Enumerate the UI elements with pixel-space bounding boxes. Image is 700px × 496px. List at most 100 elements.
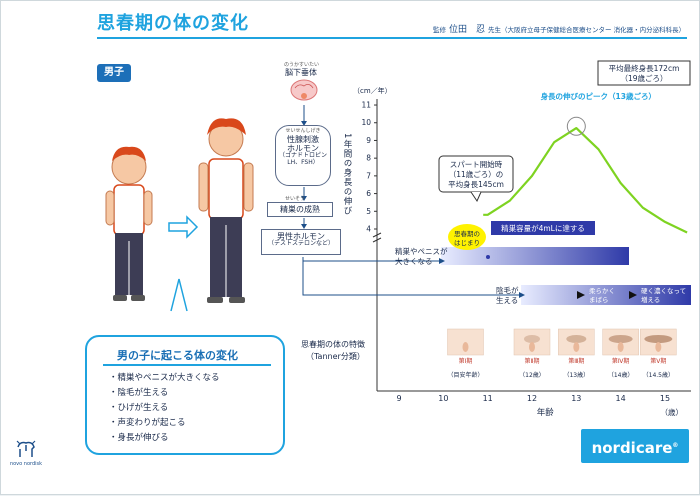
change-item: ひげが生える: [109, 401, 220, 416]
puberty-line2: はじまり: [454, 239, 480, 247]
header-rule: [97, 37, 687, 39]
tanner-hair-shading: [523, 335, 540, 343]
y-tick-label: 9: [366, 136, 371, 145]
flow-connectors: [301, 105, 307, 229]
x-tick-label: 14: [616, 394, 626, 403]
chart-curve: [483, 116, 688, 234]
tanner-stage-label: 第Ⅱ期: [525, 357, 540, 365]
genital-growth-bar: [441, 247, 629, 265]
adolescent-boy-figure: [198, 118, 254, 303]
supervisor-title: 先生（大阪府立母子保健総合医療センター 消化器・内分泌科科長）: [488, 26, 686, 34]
male-hormone-line1: 男性ホルモン: [277, 232, 325, 241]
gender-tag: 男子: [97, 64, 131, 82]
puberty-start-circle: [448, 224, 486, 250]
y-tick-label: 11: [361, 101, 371, 110]
tanner-figure-shape: [573, 342, 580, 352]
x-axis-label: 年齢: [537, 407, 555, 418]
axis-break-icon: [372, 232, 382, 243]
tanner-age-label: （12歳）: [519, 371, 545, 379]
gonadotropin-line3: （ゴナドトロピン: [278, 152, 327, 160]
tanner-figure-shape: [462, 342, 469, 352]
growth-curve: [483, 127, 688, 234]
change-item: 精巣やペニスが大きくなる: [109, 371, 220, 386]
pubic-bar-label-line1: 陰毛が: [496, 285, 519, 295]
y-tick-label: 5: [366, 207, 371, 216]
tanner-stage-label: 第Ⅳ期: [612, 357, 630, 365]
change-item: 声変わりが起こる: [109, 416, 220, 431]
tanner-age-label: （目安年齢）: [447, 371, 483, 379]
spurt-line1: スパート開始時: [450, 159, 503, 169]
boys-illustration: [105, 118, 254, 312]
tanner-stage-label: 第Ⅰ期: [459, 357, 473, 365]
tanner-age-label: （14.5歳）: [643, 371, 674, 379]
y-tick-label: 6: [366, 189, 371, 198]
change-item: 身長が伸びる: [109, 431, 220, 446]
bubble-pointer: [170, 278, 188, 312]
gonadotropin-line2: ホルモン: [287, 143, 319, 153]
x-axis-unit: （歳）: [661, 407, 684, 417]
arrow-head-icon: [439, 258, 445, 264]
male-hormone-box: 男性ホルモン （テストステロンなど）: [261, 229, 341, 255]
chart-axes: [372, 99, 691, 392]
genital-bar-label-line2: 大きくなる: [395, 256, 433, 266]
stage-arrow-icon: [577, 291, 585, 299]
page-title: 思春期の体の変化: [97, 13, 249, 34]
pubic-step2-line1: 柔らかく: [589, 286, 615, 295]
testis-ruby: せいそう: [285, 196, 306, 202]
final-height-box: [597, 60, 691, 86]
male-hormone-line2: （テストステロンなど）: [267, 240, 334, 248]
peak-marker: [566, 116, 586, 136]
y-tick-label: 7: [366, 171, 371, 180]
tanner-stage-label: 第Ⅴ期: [650, 357, 666, 365]
y-tick-label: 8: [366, 154, 371, 163]
tanner-stage: 第Ⅲ期 （13歳）: [558, 328, 595, 379]
product-mark: ®: [672, 442, 679, 449]
puberty-start-dot: [486, 255, 490, 259]
header: 思春期の体の変化 監修 位田 忍先生（大阪府立母子保健総合医療センター 消化器・内…: [1, 1, 700, 41]
tanner-age-label: （13歳）: [563, 371, 589, 379]
pubic-step3-line2: 増える: [641, 295, 660, 304]
gonadotropin-line4: LH、FSH）: [287, 159, 319, 167]
spurt-box-pointer: [470, 191, 482, 203]
testis-volume-label: 精巣容量が4mLに達する: [501, 223, 585, 233]
brain-icon: [290, 79, 318, 101]
x-tick-label: 11: [483, 394, 493, 403]
tanner-figure-shape: [617, 342, 624, 352]
testis-volume-box: [491, 221, 595, 235]
x-tick-label: 9: [396, 394, 401, 403]
spurt-line2: （11歳ごろ）の: [449, 169, 504, 179]
tanner-label-line2: （Tanner分類）: [306, 351, 365, 361]
chart-ticks: 4 5 6 7 8 9 10 11 9 10 11 12 13 14 15 （cm／年） 1年間の身長の伸び年齢…: [342, 86, 683, 418]
y-tick-label: 10: [361, 118, 371, 127]
changes-title: 男の子に起こる体の変化: [117, 349, 238, 362]
chart-annotations: 平均最終身長172cm（19歳ごろ） 身長の伸びのピーク（13歳ごろ） スパート開始…: [438, 60, 691, 259]
pituitary-label: 脳下垂体: [285, 68, 317, 77]
tanner-label-line1: 思春期の体の特徴: [301, 339, 365, 349]
supervisor-label: 監修: [433, 26, 446, 34]
final-height-line1: 平均最終身長172cm: [609, 63, 680, 73]
tanner-age-label: （14歳）: [608, 371, 634, 379]
y-axis-unit: （cm／年）: [353, 86, 392, 95]
pubic-step2-line2: まばら: [589, 295, 609, 304]
tanner-hair-shading: [644, 335, 673, 343]
chart-tanner: 思春期の体の特徴 （Tanner分類） 第Ⅰ期 （目安年齢） 第Ⅱ期 （12歳） 第Ⅲ期 （1…: [301, 328, 677, 379]
arrow-head-icon: [519, 292, 525, 298]
pubic-step3-line1: 硬く濃くなって: [641, 286, 686, 295]
tanner-figure-shape: [655, 342, 662, 352]
puberty-line1: 思春期の: [454, 229, 480, 238]
spurt-line3: 平均身長145cm: [448, 179, 504, 189]
changes-bubble: 男の子に起こる体の変化 精巣やペニスが大きくなる 陰毛が生える ひげが生える 声…: [85, 335, 285, 455]
gonadotropin-ruby: せいせんしげき: [285, 128, 321, 134]
changes-title-rule: [103, 364, 271, 366]
x-tick-label: 15: [660, 394, 670, 403]
supervisor-credit: 監修 位田 忍先生（大阪府立母子保健総合医療センター 消化器・内分泌科科長）: [433, 22, 685, 35]
final-height-line2: （19歳ごろ）: [620, 73, 667, 83]
x-tick-label: 12: [527, 394, 537, 403]
tanner-stage: 第Ⅳ期 （14歳）: [602, 328, 639, 379]
novo-nordisk-logo: novo nordisk: [1, 437, 51, 467]
young-boy-figure: [105, 146, 153, 301]
peak-label: 身長の伸びのピーク（13歳ごろ）: [541, 91, 656, 101]
tanner-stage: 第Ⅱ期 （12歳）: [513, 328, 551, 379]
